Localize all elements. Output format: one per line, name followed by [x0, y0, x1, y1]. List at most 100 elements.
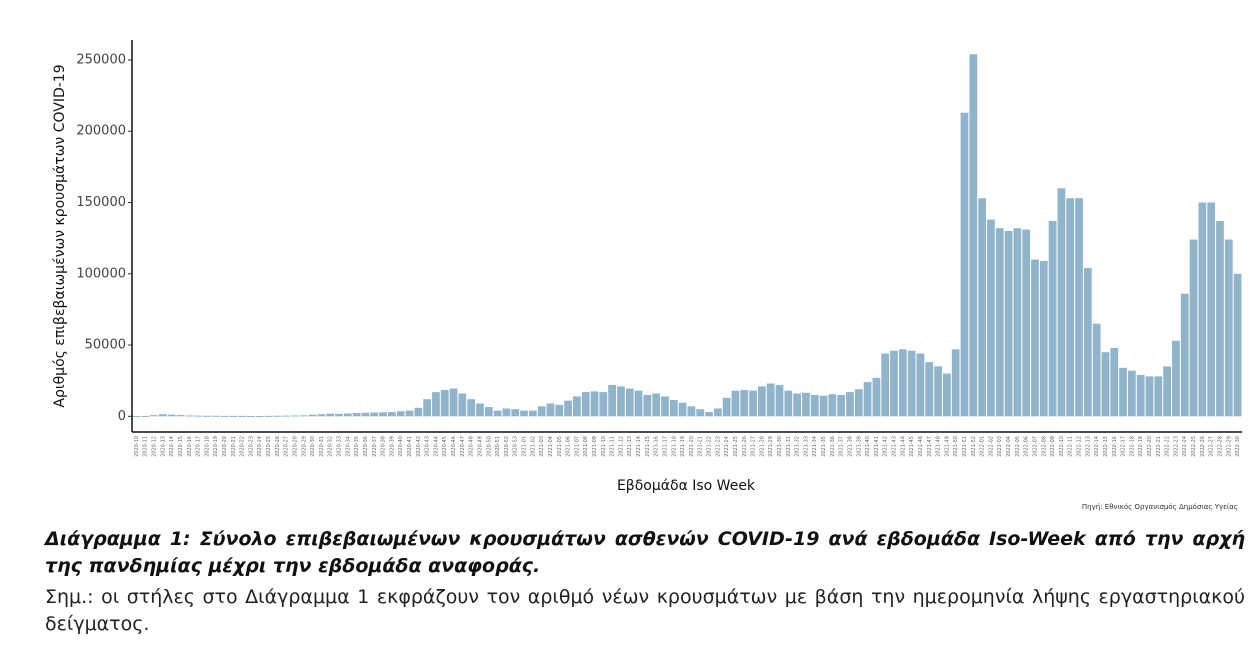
- bar: [1066, 198, 1075, 417]
- x-tick-label: 2021-19: [680, 436, 686, 457]
- bar: [987, 219, 995, 417]
- x-tick-label: 2021-31: [786, 436, 792, 457]
- x-tick-label: 2021-43: [892, 436, 898, 457]
- x-tick-label: 2021-03: [539, 436, 545, 457]
- x-axis-label: Εβδομάδα Iso Week: [617, 478, 756, 494]
- bar: [731, 390, 740, 417]
- bar: [484, 407, 493, 417]
- bar: [625, 388, 634, 417]
- x-tick-label: 2021-13: [627, 436, 633, 457]
- bar: [661, 396, 669, 417]
- bar: [784, 390, 793, 417]
- bar: [916, 353, 925, 417]
- y-tick-label: 100000: [76, 266, 126, 281]
- bar: [511, 409, 520, 417]
- bar: [943, 373, 951, 417]
- bar: [863, 382, 872, 417]
- bar: [537, 406, 546, 417]
- x-tick-label: 2022-16: [1112, 436, 1118, 457]
- bar: [854, 389, 863, 417]
- bar: [150, 415, 158, 417]
- x-tick-label: 2022-12: [1077, 436, 1083, 457]
- bar: [502, 408, 511, 417]
- x-tick-label: 2021-40: [865, 436, 871, 457]
- bar: [775, 384, 784, 417]
- x-tick-label: 2022-14: [1094, 436, 1100, 457]
- x-tick-label: 2020-16: [187, 436, 193, 457]
- x-tick-label: 2021-30: [777, 436, 783, 457]
- bar: [837, 394, 846, 417]
- x-tick-label: 2021-14: [636, 436, 642, 457]
- x-tick-label: 2020-27: [284, 436, 290, 457]
- x-tick-label: 2020-49: [477, 436, 483, 457]
- bar: [995, 228, 1004, 417]
- bar: [308, 414, 317, 417]
- x-tick-label: 2021-48: [936, 436, 942, 457]
- x-tick-label: 2021-23: [715, 436, 721, 457]
- x-tick-label: 2020-52: [504, 436, 510, 457]
- bar: [749, 390, 757, 417]
- x-tick-label: 2020-43: [425, 436, 431, 457]
- source: Πηγή: Εθνικός Οργανισμός Δημόσιας Υγείας: [1082, 503, 1238, 511]
- bar: [564, 400, 572, 417]
- bar: [299, 415, 308, 417]
- caption: Διάγραμμα 1: Σύνολο επιβεβαιωμένων κρουσ…: [45, 528, 1245, 577]
- bar: [141, 415, 150, 417]
- x-tick-label: 2021-51: [962, 436, 968, 457]
- bar: [652, 393, 661, 417]
- bar: [432, 392, 440, 417]
- bar: [819, 395, 828, 417]
- bar: [317, 414, 326, 417]
- x-tick-label: 2021-47: [927, 436, 933, 457]
- bar: [379, 412, 387, 417]
- bar: [1048, 221, 1057, 417]
- x-tick-label: 2020-29: [301, 436, 307, 457]
- bar: [167, 414, 176, 417]
- bar: [1013, 228, 1022, 417]
- x-tick-label: 2021-28: [759, 436, 765, 457]
- x-tick-label: 2021-32: [795, 436, 801, 457]
- x-tick-label: 2021-11: [610, 436, 616, 457]
- bar: [617, 386, 625, 417]
- bar: [881, 353, 890, 417]
- chart: Αριθμός επιβεβαιωμένων κρουσμάτων COVID-…: [52, 40, 1242, 511]
- x-tick-label: 2021-35: [821, 436, 827, 457]
- x-tick-label: 2022-08: [1041, 436, 1047, 457]
- bar: [581, 392, 590, 417]
- bar: [590, 391, 599, 417]
- bar: [440, 389, 449, 417]
- bar: [713, 408, 722, 417]
- bar: [185, 415, 194, 417]
- bar: [634, 390, 643, 417]
- bar: [802, 392, 810, 417]
- bar: [238, 415, 246, 417]
- x-tick-label: 2021-46: [918, 436, 924, 457]
- x-tick-label: 2021-50: [953, 436, 959, 457]
- bar: [960, 112, 969, 417]
- x-tick-label: 2022-10: [1059, 436, 1065, 457]
- x-tick-label: 2020-35: [354, 436, 360, 457]
- x-tick-label: 2021-52: [971, 436, 977, 457]
- bar: [1216, 221, 1224, 417]
- bar: [467, 399, 476, 417]
- x-tick-label: 2021-06: [566, 436, 572, 457]
- x-tick-label: 2021-25: [733, 436, 739, 457]
- x-tick-label: 2022-20: [1147, 436, 1153, 457]
- x-tick-label: 2022-22: [1165, 436, 1171, 457]
- bar: [978, 198, 986, 417]
- x-tick-label: 2020-18: [204, 436, 210, 457]
- bar: [132, 416, 141, 418]
- bar: [1154, 376, 1163, 417]
- bar: [194, 415, 202, 417]
- x-tick-label: 2021-15: [645, 436, 651, 457]
- x-tick-label: 2021-02: [530, 436, 536, 457]
- x-tick-label: 2021-04: [548, 436, 554, 457]
- bar: [1039, 260, 1048, 417]
- bar: [872, 377, 881, 417]
- x-tick-label: 2021-22: [707, 436, 713, 457]
- bar: [449, 388, 458, 417]
- bar: [678, 402, 687, 417]
- x-tick-label: 2021-38: [847, 436, 853, 457]
- bar: [722, 397, 731, 417]
